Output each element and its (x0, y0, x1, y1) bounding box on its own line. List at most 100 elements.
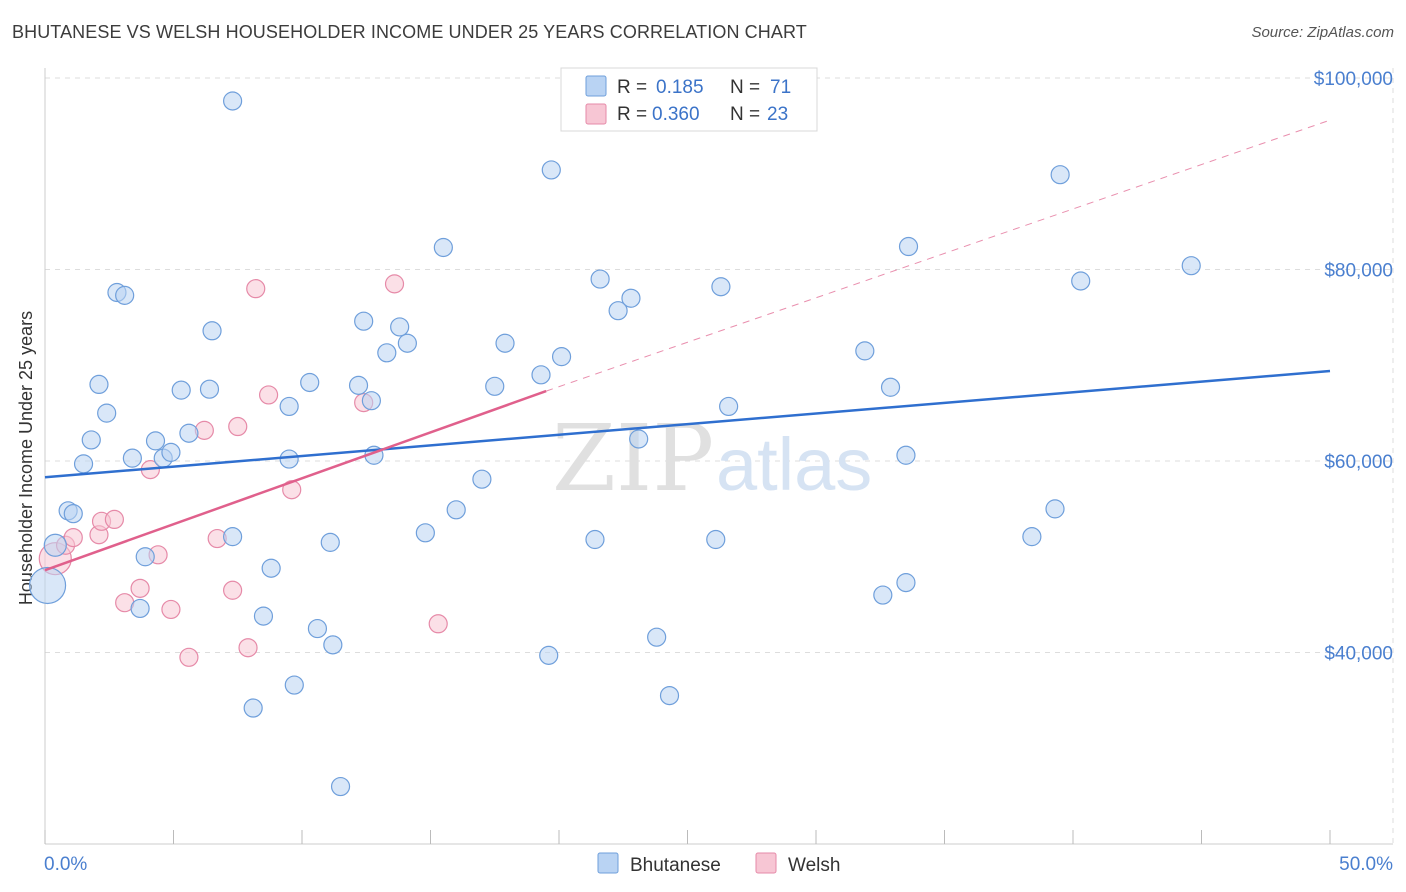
source-label: Source: ZipAtlas.com (1251, 24, 1394, 41)
bhutanese-point (541, 160, 561, 180)
bhutanese-point (89, 374, 109, 394)
bhutanese-point (279, 396, 299, 417)
welsh-points (38, 274, 448, 667)
bhutanese-point (330, 776, 351, 797)
bhutanese-point (397, 333, 417, 353)
bhutanese-trend-line (44, 369, 1331, 479)
welsh-point (130, 578, 150, 598)
bhutanese-point (647, 627, 667, 647)
bhutanese-point (43, 533, 67, 557)
bhutanese-point (495, 333, 515, 353)
axes (44, 68, 1393, 845)
welsh-point (428, 614, 448, 634)
bhutanese-point (711, 277, 731, 297)
bottom-legend-swatch-bhutanese (597, 852, 619, 874)
bhutanese-point (253, 606, 274, 626)
bhutanese-point (320, 532, 340, 552)
x-tick-label-max: 50.0% (1339, 854, 1393, 875)
watermark-zip: ZIP (552, 405, 714, 512)
bhutanese-point (97, 403, 117, 423)
welsh-point (258, 385, 279, 405)
welsh-point (246, 279, 266, 299)
bhutanese-point (145, 431, 166, 451)
bhutanese-point (585, 529, 605, 550)
bhutanese-point (531, 365, 551, 385)
y-tick-label: $80,000 (1324, 261, 1393, 282)
bottom-legend-label-welsh: Welsh (788, 855, 840, 876)
bhutanese-point (223, 91, 243, 111)
welsh-point (384, 274, 405, 294)
bhutanese-point (179, 423, 199, 443)
bhutanese-point (28, 566, 67, 605)
bhutanese-point (161, 442, 181, 462)
welsh-point (179, 647, 199, 667)
bhutanese-point (1181, 256, 1201, 276)
bhutanese-point (63, 504, 83, 524)
bhutanese-point (551, 347, 572, 367)
bhutanese-point (390, 317, 410, 337)
x-tick-labels: 0.0% 50.0% (44, 854, 1393, 875)
bhutanese-point (485, 376, 505, 396)
bhutanese-point (261, 558, 281, 578)
bhutanese-point (719, 396, 739, 417)
bhutanese-point (472, 469, 492, 489)
bhutanese-point (621, 288, 641, 308)
bhutanese-point (223, 527, 243, 547)
bhutanese-point (706, 529, 726, 550)
bhutanese-points (28, 91, 1201, 797)
bhutanese-point (1022, 527, 1042, 547)
welsh-point (223, 580, 243, 600)
chart-title: BHUTANESE VS WELSH HOUSEHOLDER INCOME UN… (12, 22, 807, 42)
bhutanese-point (171, 380, 191, 400)
bhutanese-point (73, 454, 94, 474)
bottom-legend: Bhutanese Welsh (597, 852, 840, 876)
bhutanese-point (1050, 165, 1070, 185)
bottom-legend-label-bhutanese: Bhutanese (630, 855, 721, 876)
bhutanese-point (348, 375, 369, 395)
bhutanese-point (415, 523, 435, 543)
trend-lines (44, 119, 1331, 572)
welsh-trend-line (44, 389, 547, 572)
bhutanese-point (659, 685, 680, 706)
y-tick-label: $40,000 (1324, 644, 1393, 665)
bhutanese-point (880, 377, 901, 397)
legend-r-label-1: R = (617, 77, 647, 98)
bhutanese-point (377, 343, 397, 363)
bhutanese-point (855, 341, 875, 361)
bottom-legend-swatch-welsh (755, 852, 777, 874)
legend-r-value-1: 0.185 (656, 77, 704, 98)
legend-r-label-2: R = (617, 104, 647, 125)
legend-swatch-welsh (585, 103, 607, 125)
welsh-point (104, 509, 124, 530)
bhutanese-point (135, 547, 155, 567)
bhutanese-point (279, 449, 299, 469)
legend-n-label-1: N = (730, 77, 760, 98)
legend-n-value-1: 71 (770, 77, 791, 98)
bhutanese-point (873, 585, 893, 605)
y-tick-label: $60,000 (1324, 452, 1393, 473)
welsh-trend-extension (545, 119, 1331, 392)
bhutanese-point (590, 269, 610, 289)
legend-n-value-2: 23 (767, 104, 788, 125)
bhutanese-point (122, 448, 142, 468)
welsh-point (63, 527, 83, 548)
y-tick-labels: $40,000 $60,000 $80,000 $100,000 (1314, 69, 1393, 665)
bhutanese-point (199, 379, 220, 399)
bhutanese-point (896, 445, 916, 465)
welsh-point (161, 599, 181, 620)
legend-swatch-bhutanese (585, 75, 607, 97)
y-axis-label: Householder Income Under 25 years (16, 311, 36, 605)
legend-box: R = 0.185 N = 71 R = 0.360 N = 23 (560, 67, 818, 132)
bhutanese-point (446, 500, 466, 520)
bhutanese-point (539, 645, 559, 665)
bhutanese-point (361, 391, 381, 411)
bhutanese-point (354, 311, 374, 331)
bhutanese-point (115, 285, 135, 305)
bhutanese-point (130, 598, 150, 619)
bhutanese-point (896, 573, 916, 593)
bhutanese-point (1045, 499, 1065, 519)
bhutanese-point (307, 618, 328, 639)
bhutanese-point (284, 675, 304, 695)
bhutanese-point (202, 321, 222, 341)
